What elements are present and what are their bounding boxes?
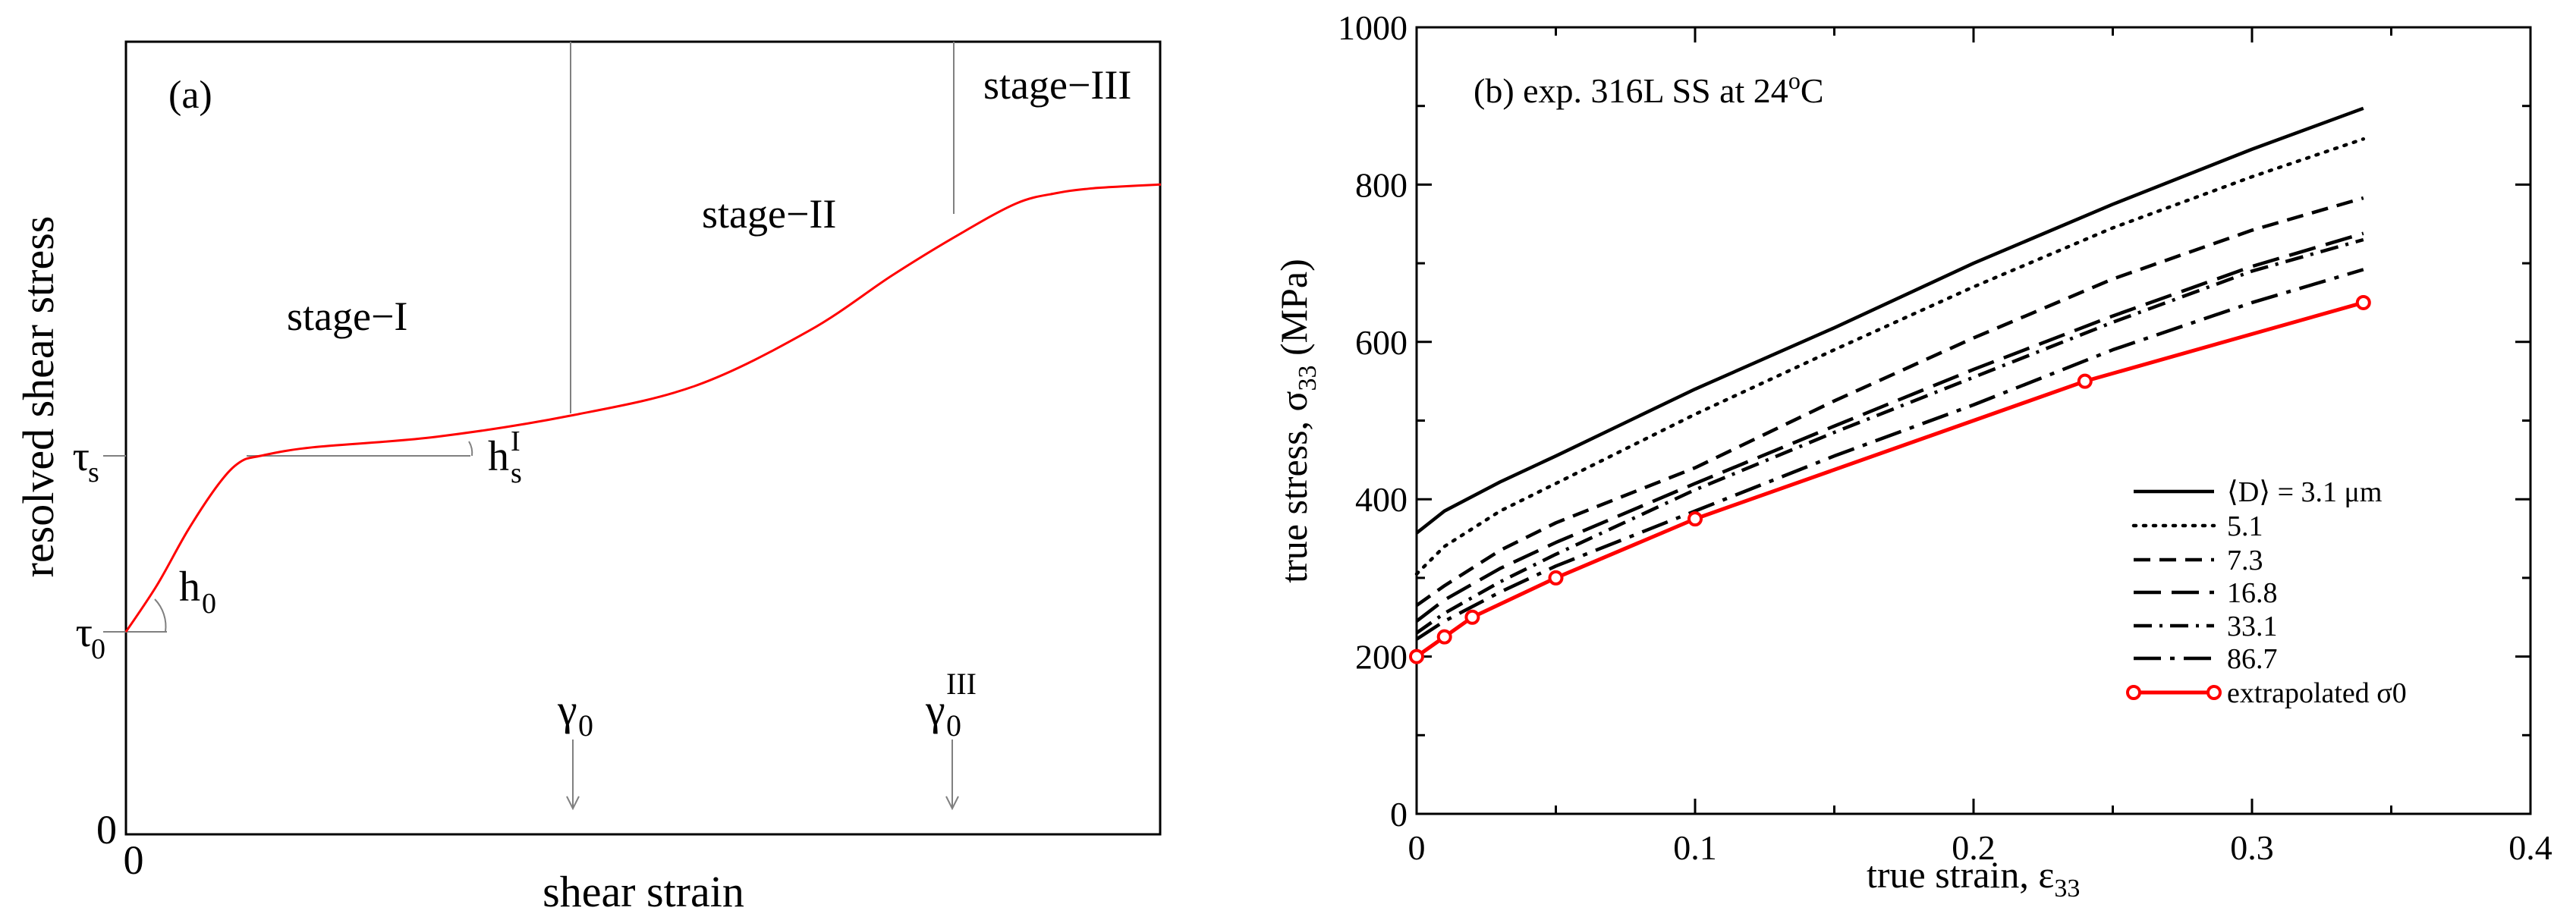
svg-text:s: s xyxy=(88,457,99,488)
legend-label-1: 5.1 xyxy=(2227,510,2263,542)
panel-a-y-axis-label: resolved shear stress xyxy=(14,216,63,578)
series-marker xyxy=(1436,629,1452,645)
series-line-2 xyxy=(1415,196,2364,608)
y-tick-label: 200 xyxy=(1355,638,1408,677)
svg-text:τ: τ xyxy=(75,609,93,656)
legend-label-5: 86.7 xyxy=(2227,643,2278,675)
series-marker xyxy=(2077,373,2093,389)
series-line-5 xyxy=(1415,268,2364,641)
gamma0-annotation: γ 0 xyxy=(557,685,593,743)
hsI-annotation: h s I xyxy=(488,426,522,489)
panel-a-label: (a) xyxy=(168,74,212,117)
legend-label-6: extrapolated σ0 xyxy=(2227,677,2407,709)
svg-text:τ: τ xyxy=(72,433,90,480)
panel-b-series xyxy=(1409,106,2371,664)
svg-text:I: I xyxy=(511,426,521,457)
tau0-tick-label: τ 0 xyxy=(75,609,105,665)
gamma0-arrow xyxy=(566,740,580,811)
series-line-1 xyxy=(1414,137,2366,576)
h0-slope-arc xyxy=(154,598,167,633)
x-tick-label: 0.4 xyxy=(2508,828,2552,867)
panel-b-legend: ⟨D⟩ = 3.1 μm5.17.316.833.186.7extrapolat… xyxy=(2126,476,2407,709)
svg-text:γ: γ xyxy=(557,685,577,734)
series-line-3 xyxy=(1415,231,2364,623)
panel-a-frame xyxy=(124,40,1162,836)
hsI-slope-arc xyxy=(468,441,473,457)
svg-text:0: 0 xyxy=(91,633,105,665)
svg-text:0: 0 xyxy=(202,588,216,620)
legend-label-4: 33.1 xyxy=(2227,611,2278,642)
panel-b-y-axis-label: true stress, σ33 (MPa) xyxy=(1272,259,1322,583)
svg-text:III: III xyxy=(946,667,977,701)
stage2-label: stage−II xyxy=(702,191,836,237)
y-tick-label: 600 xyxy=(1355,323,1408,362)
legend-marker xyxy=(2206,685,2222,700)
x-tick-label: 0.1 xyxy=(1673,828,1717,867)
svg-text:s: s xyxy=(511,457,522,489)
svg-text:h: h xyxy=(488,433,509,480)
svg-text:0: 0 xyxy=(946,708,961,743)
y-tick-label: 800 xyxy=(1355,165,1408,204)
legend-label-2: 7.3 xyxy=(2227,545,2263,576)
svg-text:γ: γ xyxy=(925,685,945,734)
svg-text:(b) exp. 316L SS at 24oC: (b) exp. 316L SS at 24oC xyxy=(1474,67,1824,110)
panel-a-x-tick-0: 0 xyxy=(124,837,144,883)
series-line-4 xyxy=(1415,237,2364,635)
svg-text:h: h xyxy=(179,564,200,611)
legend-marker xyxy=(2126,685,2141,700)
series-line-6 xyxy=(1415,300,2364,658)
panel-b-title: (b) exp. 316L SS at 24oC xyxy=(1474,67,1824,110)
panel-b-chart: 0 0.1 0.2 0.3 0.4 0 200 400 600 800 1000 (b) exp. … xyxy=(1272,8,2552,903)
legend-label-3: 16.8 xyxy=(2227,577,2278,609)
stage1-label: stage−I xyxy=(287,294,407,339)
h0-annotation: h 0 xyxy=(179,564,216,620)
series-line-0 xyxy=(1415,106,2364,535)
panel-b-tick-labels: 0 0.1 0.2 0.3 0.4 0 200 400 600 800 1000 xyxy=(1338,8,2552,867)
panel-b-x-axis-label: true strain, ε33 xyxy=(1867,853,2080,903)
y-tick-label: 0 xyxy=(1390,795,1408,834)
series-marker xyxy=(1687,511,1703,527)
panel-a-schematic: (a) stage−I stage−II stage−III 0 0 τ 0 τ… xyxy=(14,40,1162,916)
series-marker xyxy=(1548,570,1564,586)
gamma0-III-arrow xyxy=(945,740,959,811)
panel-a-y-tick-0: 0 xyxy=(96,807,117,853)
stage3-label: stage−III xyxy=(983,62,1131,108)
taus-tick-label: τ s xyxy=(72,433,99,488)
legend-label-0: ⟨D⟩ = 3.1 μm xyxy=(2227,476,2382,508)
gamma0-III-annotation: γ 0 III xyxy=(925,667,977,743)
series-marker xyxy=(2355,294,2371,310)
series-marker xyxy=(1464,609,1480,625)
panel-a-stress-strain-curve xyxy=(124,183,1162,633)
panel-b-ticks xyxy=(1415,26,2532,815)
x-tick-label: 0 xyxy=(1408,828,1426,867)
x-tick-label: 0.3 xyxy=(2230,828,2274,867)
svg-text:0: 0 xyxy=(578,708,593,743)
svg-text:true strain, ε33: true strain, ε33 xyxy=(1867,853,2080,903)
y-tick-label: 1000 xyxy=(1338,8,1408,47)
svg-text:true stress, σ33 (MPa): true stress, σ33 (MPa) xyxy=(1272,259,1322,583)
y-tick-label: 400 xyxy=(1355,480,1408,519)
x-tick-label: 0.2 xyxy=(1952,828,1996,867)
panel-a-x-axis-label: shear strain xyxy=(543,867,744,916)
series-marker xyxy=(1409,648,1424,664)
